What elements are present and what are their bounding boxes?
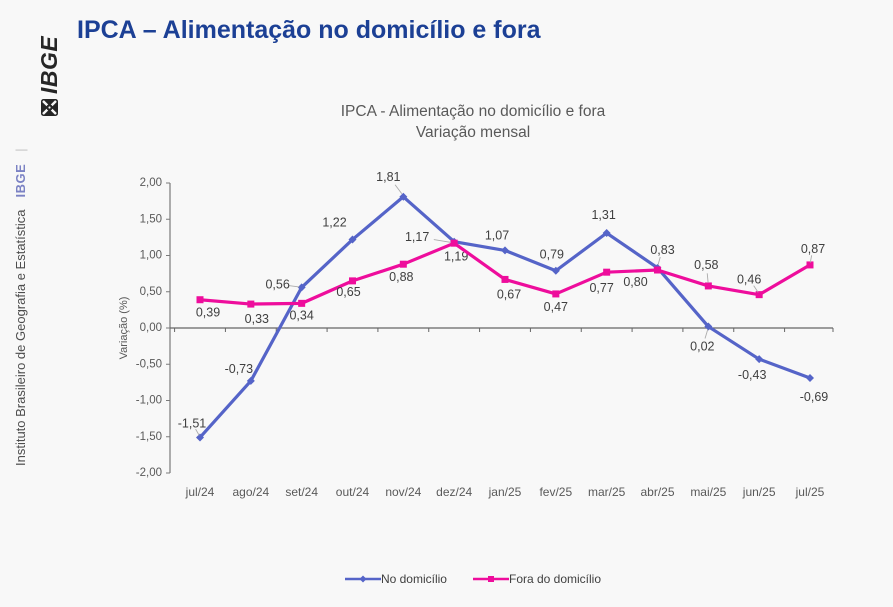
sidebar-brand: IBGE	[13, 163, 28, 198]
data-point-marker	[298, 299, 306, 307]
data-point-marker	[653, 266, 661, 274]
data-label: 1,07	[485, 228, 509, 242]
chart-subtitle: Variação mensal	[415, 124, 531, 141]
sidebar-divider: |	[13, 148, 28, 152]
data-label: 0,47	[544, 300, 568, 314]
data-label: 1,81	[376, 170, 400, 184]
data-label: -0,73	[225, 362, 254, 376]
data-label: 0,83	[650, 243, 674, 257]
data-point-marker	[704, 322, 713, 331]
data-point-marker	[348, 235, 357, 244]
data-point-marker	[552, 290, 560, 298]
data-point-marker	[246, 376, 255, 385]
data-label: 0,87	[801, 242, 825, 256]
legend-label: No domicílio	[380, 572, 447, 586]
data-point-marker	[501, 275, 509, 283]
x-tick-label: jul/24	[185, 485, 215, 499]
ibge-logo-mark-icon	[41, 99, 58, 116]
data-label: 0,67	[497, 287, 521, 301]
y-tick-label: -1,00	[136, 395, 162, 407]
y-tick-label: 1,50	[140, 213, 162, 225]
legend-item-1: Fora do domicílio	[472, 572, 602, 586]
data-label: 0,58	[694, 258, 718, 272]
x-tick-label: nov/24	[385, 485, 421, 499]
x-tick-label: ago/24	[232, 485, 269, 499]
data-label: 1,22	[322, 216, 346, 230]
data-label: 0,56	[265, 277, 289, 291]
ibge-logo-text: IBGE	[36, 35, 62, 94]
data-label: 0,33	[245, 312, 269, 326]
y-tick-label: -2,00	[136, 467, 162, 479]
data-label: 0,80	[623, 275, 647, 289]
x-tick-label: fev/25	[539, 485, 572, 499]
data-point-marker	[602, 229, 611, 238]
y-tick-label: 0,00	[140, 322, 162, 334]
data-point-marker	[247, 300, 255, 308]
x-tick-label: mai/25	[690, 485, 726, 499]
data-point-marker	[500, 246, 509, 255]
data-label: 0,39	[196, 306, 220, 320]
y-tick-label: 0,50	[140, 286, 162, 298]
data-label: -0,43	[738, 368, 767, 382]
chart-title-block: IPCA - Alimentação no domicílio e fora V…	[110, 101, 836, 143]
data-label: 0,65	[336, 285, 360, 299]
data-point-marker	[450, 239, 458, 247]
data-label: 0,77	[589, 281, 613, 295]
data-label: 1,31	[591, 208, 615, 222]
x-tick-label: jul/25	[795, 485, 825, 499]
y-axis-title: Variação (%)	[118, 297, 130, 360]
x-tick-label: jun/25	[742, 485, 776, 499]
y-tick-label: 1,00	[140, 250, 162, 262]
x-tick-label: out/24	[336, 485, 370, 499]
data-label: -1,51	[178, 416, 207, 430]
ibge-logo: IBGE	[36, 36, 63, 116]
data-point-marker	[196, 433, 204, 442]
data-point-marker	[603, 268, 611, 276]
sidebar-vertical-text: Instituto Brasileiro de Geografia e Esta…	[13, 148, 28, 466]
data-label: 0,46	[737, 273, 761, 287]
data-point-marker	[806, 261, 814, 269]
data-point-marker	[551, 266, 560, 275]
data-label: 0,02	[690, 340, 714, 354]
x-tick-label: set/24	[285, 485, 318, 499]
page-title: IPCA – Alimentação no domicílio e fora	[77, 16, 541, 44]
data-label: -0,69	[800, 390, 829, 404]
data-point-marker	[399, 192, 408, 201]
y-tick-label: 2,00	[140, 177, 162, 189]
legend-label: Fora do domicílio	[508, 572, 602, 586]
data-point-marker	[196, 296, 204, 304]
data-point-marker	[755, 355, 764, 364]
data-point-marker	[348, 277, 356, 285]
x-tick-label: abr/25	[640, 485, 674, 499]
data-point-marker	[755, 291, 763, 299]
data-point-marker	[805, 374, 814, 383]
data-point-marker	[399, 260, 407, 268]
legend-item-0: No domicílio	[344, 572, 447, 586]
data-point-marker	[704, 282, 712, 290]
data-label: 1,19	[444, 250, 468, 264]
data-label: 0,34	[289, 308, 313, 322]
x-tick-label: jan/25	[488, 485, 522, 499]
line-chart: 2,00 1,50 1,00 0,50 0,00 -0,50 -1,00 -1,50 -2,00…	[118, 170, 834, 499]
y-tick-label: -1,50	[136, 431, 162, 443]
data-point-marker	[297, 283, 306, 292]
data-label: 0,79	[540, 248, 564, 262]
y-tick-label: -0,50	[136, 358, 162, 370]
data-label: 0,88	[389, 270, 413, 284]
legend-marker-icon	[344, 575, 381, 583]
data-label: 1,17	[405, 230, 429, 244]
x-tick-label: mar/25	[588, 485, 626, 499]
institute-name: Instituto Brasileiro de Geografia e Esta…	[13, 209, 28, 466]
chart-title: IPCA - Alimentação no domicílio e fora	[340, 103, 606, 120]
legend-marker-icon	[472, 576, 509, 582]
x-tick-label: dez/24	[436, 485, 472, 499]
chart-legend: No domicílio Fora do domicílio	[110, 572, 836, 586]
